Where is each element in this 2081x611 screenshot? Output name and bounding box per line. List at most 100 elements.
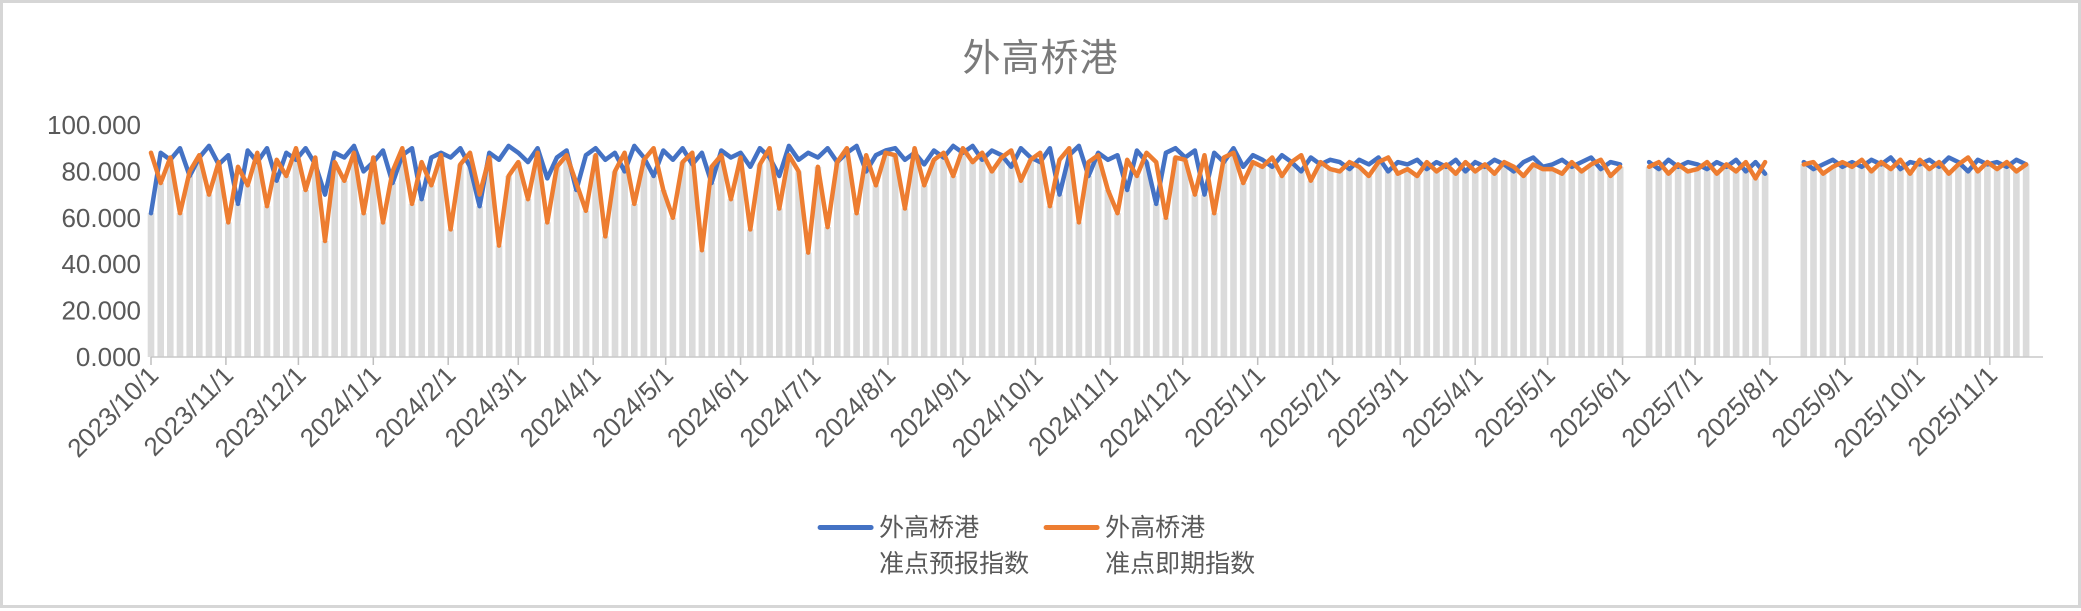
drop-line-bar	[988, 171, 996, 357]
drop-line-bar	[1674, 166, 1682, 357]
x-tick-label: 2025/8/1	[1690, 360, 1783, 453]
drop-line-bar	[292, 159, 300, 357]
x-tick-label: 2024/5/1	[586, 360, 679, 453]
drop-line-bar	[1394, 173, 1402, 357]
drop-line-bar	[660, 190, 667, 357]
legend-label-spot-line2: 准点即期指数	[1105, 549, 1256, 578]
drop-line-bar	[1752, 178, 1759, 357]
legend-entry-forecast-index[interactable]: 外高桥港 准点预报指数	[817, 511, 1029, 582]
drop-line-bar	[1665, 173, 1672, 357]
drop-line-bar	[1684, 171, 1692, 357]
drop-line-bar	[621, 171, 628, 357]
drop-line-bar	[882, 152, 889, 357]
legend-label-forecast-line1: 外高桥港	[879, 514, 980, 542]
drop-line-bar	[1413, 176, 1421, 357]
drop-line-bar	[1742, 171, 1750, 357]
drop-line-bar	[1645, 166, 1653, 357]
drop-line-bar	[495, 245, 503, 357]
drop-line-bar	[756, 164, 764, 357]
drop-line-bar	[1094, 155, 1102, 357]
chart-legend[interactable]: 外高桥港 准点预报指数 外高桥港 准点即期指数	[817, 511, 1255, 582]
drop-line-bar	[370, 162, 377, 357]
drop-line-bar	[582, 210, 590, 357]
chart-title[interactable]: 外高桥港	[962, 38, 1119, 80]
drop-line-bar	[1230, 152, 1237, 357]
drop-line-bar	[1539, 169, 1547, 357]
y-axis[interactable]: 0.000 20.000 40.000 60.000 80.000 100.000	[47, 110, 141, 372]
drop-line-bar	[2013, 171, 2020, 357]
drop-line-bar	[418, 199, 425, 357]
drop-line-bar	[1897, 169, 1904, 357]
drop-line-bar	[254, 162, 261, 357]
drop-line-bar	[1974, 171, 1982, 357]
drop-line-bar	[602, 236, 609, 357]
drop-line-bar	[1452, 173, 1460, 357]
drop-line-bar	[263, 206, 271, 357]
drop-line-bar	[1152, 203, 1160, 357]
drop-line-bar	[321, 241, 329, 357]
drop-line-bar	[1877, 164, 1885, 357]
drop-line-bar	[1964, 171, 1972, 357]
drop-line-bar	[1491, 173, 1498, 357]
legend-entry-spot-index[interactable]: 外高桥港 准点即期指数	[1043, 511, 1255, 582]
drop-line-bar	[1046, 206, 1054, 357]
drop-line-bar	[1558, 173, 1566, 357]
drop-line-bar	[1307, 180, 1315, 357]
drop-line-bar	[1114, 213, 1121, 357]
drop-line-bar	[1471, 171, 1479, 357]
drop-line-bar	[640, 159, 648, 357]
x-tick-label: 2025/7/1	[1615, 360, 1708, 453]
legend-line-swatch-forecast	[817, 525, 874, 530]
drop-line-bar	[708, 183, 715, 357]
drop-line-bar	[1906, 173, 1914, 357]
drop-line-bar	[1326, 169, 1334, 357]
drop-line-bar	[766, 157, 773, 357]
drop-line-bar	[1732, 171, 1740, 357]
drop-line-bars	[147, 152, 2030, 357]
y-tick-label: 0.000	[76, 342, 141, 372]
drop-line-bar	[1694, 169, 1701, 357]
chart-plot-area[interactable]: 2023/10/12023/11/12023/12/12024/1/12024/…	[3, 3, 2081, 611]
drop-line-bar	[1123, 190, 1131, 357]
drop-line-bar	[853, 213, 860, 357]
series-line-spot-index[interactable]	[148, 145, 2029, 255]
drop-line-bar	[1723, 166, 1730, 357]
drop-line-bar	[1384, 171, 1392, 357]
drop-line-bar	[466, 166, 474, 357]
drop-line-bar	[718, 155, 725, 357]
x-tick-label: 2025/1/1	[1178, 360, 1271, 453]
drop-line-bar	[969, 162, 976, 357]
drop-line-bar	[1075, 222, 1083, 357]
legend-label-spot-line1: 外高桥港	[1105, 514, 1206, 542]
drop-line-bar	[389, 183, 396, 357]
drop-line-bar	[930, 159, 938, 357]
drop-line-bar	[747, 229, 754, 357]
drop-line-bar	[1365, 176, 1373, 357]
drop-line-bar	[1829, 166, 1837, 357]
x-axis[interactable]: 2023/10/12023/11/12023/12/12024/1/12024/…	[61, 356, 2043, 463]
drop-line-bar	[592, 155, 599, 357]
drop-line-bar	[998, 157, 1005, 357]
drop-line-bar	[205, 194, 213, 357]
drop-line-bar	[1500, 164, 1508, 357]
drop-line-bar	[428, 185, 435, 357]
drop-line-bar	[1984, 164, 1991, 357]
drop-line-bar	[1355, 166, 1363, 357]
drop-line-bar	[1481, 166, 1489, 357]
drop-line-bar	[1172, 157, 1179, 357]
drop-line-bar	[1278, 176, 1286, 357]
drop-line-bar	[167, 159, 174, 357]
drop-line-bar	[1288, 162, 1295, 357]
drop-line-bar	[669, 217, 677, 357]
drop-line-bar	[225, 222, 232, 357]
drop-line-bar	[1036, 162, 1044, 357]
legend-label-forecast-line2: 准点预报指数	[879, 549, 1030, 578]
drop-line-bar	[1133, 176, 1141, 357]
drop-line-bar	[843, 152, 851, 357]
drop-line-bar	[437, 155, 445, 357]
y-tick-label: 60.000	[61, 203, 141, 233]
drop-line-bar	[959, 152, 967, 357]
drop-line-bar	[1993, 169, 2001, 357]
x-tick-label: 2025/5/1	[1468, 360, 1561, 453]
